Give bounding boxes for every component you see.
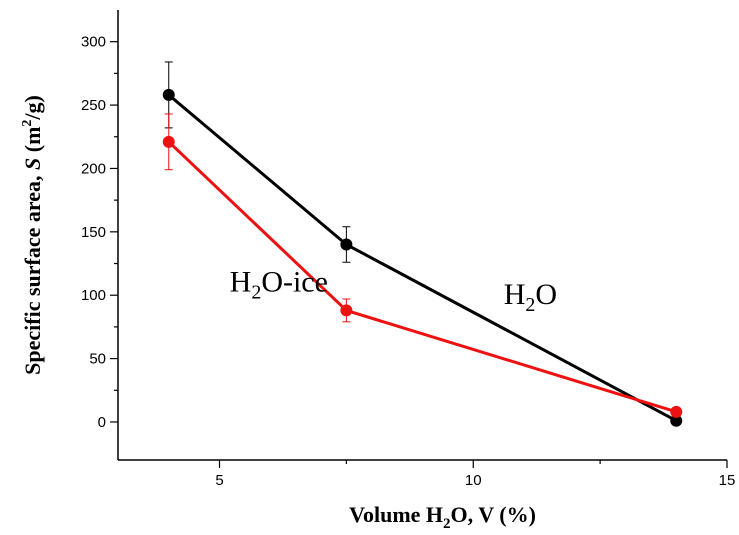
y-axis-title: Specific surface area, S (m2/g) [20,95,45,375]
series-1-point [670,405,683,418]
annotation-h2o-post: O [535,278,557,311]
x-axis-title-post: O, V (%) [451,502,536,527]
annotation-h2o: H2O [504,278,557,316]
x-axis-title-sub: 2 [443,516,451,532]
y-tick-label: 0 [98,414,106,431]
series-group [162,61,683,427]
series-0-point [340,238,353,251]
x-axis-title: Volume H2O, V (%) [349,502,536,532]
y-tick-label: 100 [81,287,106,304]
x-tick-label: 10 [465,472,482,489]
y-tick-label: 50 [89,351,106,368]
x-axis-title-pre: Volume H [349,502,443,527]
y-tick-label: 200 [81,160,106,177]
annotation-h2o-ice-post: O-ice [261,265,328,298]
annotation-h2o-sub: 2 [525,294,535,316]
x-tick-label: 5 [215,472,223,489]
annotation-h2o-ice-sub: 2 [251,281,261,303]
y-axis-title-post: /g) [20,95,45,120]
series-1-point [162,135,175,148]
y-axis-title-pre: Specific surface area, [20,170,45,375]
y-tick-label: 150 [81,224,106,241]
y-axis-title-sup: 2 [20,120,35,127]
y-tick-label: 250 [81,97,106,114]
series-1-point [340,304,353,317]
annotation-h2o-ice-pre: H [230,265,252,298]
x-tick-label: 15 [719,472,736,489]
y-axis-title-mid: (m [20,127,45,158]
y-axis-title-italic: S [20,158,45,170]
y-tick-label: 300 [81,34,106,51]
series-0-point [162,88,175,101]
series-0-line [167,93,677,423]
annotation-h2o-pre: H [504,278,526,311]
annotation-h2o-ice: H2O-ice [230,265,328,303]
axes [117,10,727,461]
series-0-point [670,414,683,427]
